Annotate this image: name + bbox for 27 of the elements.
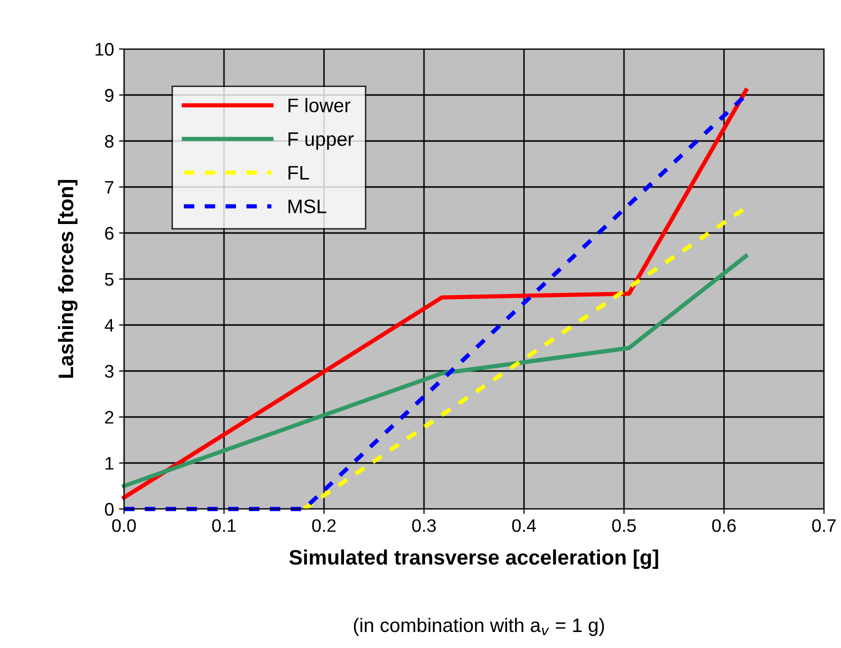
x-tick-label: 0.3 <box>412 519 436 532</box>
legend-label: F lower <box>288 98 350 112</box>
y-tick-label: 4 <box>104 319 114 332</box>
y-axis-title: Lashing forces [ton] <box>58 180 78 378</box>
y-tick-label: 7 <box>105 181 114 194</box>
legend-label: MSL <box>288 200 326 214</box>
y-tick-label: 10 <box>96 42 114 56</box>
y-tick-label: 2 <box>105 410 114 424</box>
y-tick-label: 9 <box>105 88 114 102</box>
legend-label: FL <box>288 166 309 180</box>
y-tick-label: 6 <box>105 226 114 240</box>
y-tick-label: 5 <box>104 273 114 286</box>
line-series <box>122 254 748 488</box>
x-tick-label: 0.6 <box>712 519 736 532</box>
x-axis-title: Simulated transverse acceleration [g] <box>289 549 658 569</box>
y-tick-label: 8 <box>105 134 114 148</box>
y-tick-label: 0 <box>104 502 114 516</box>
x-tick-label: 0.2 <box>312 519 336 532</box>
x-tick-label: 0.0 <box>112 519 136 532</box>
y-tick-label: 3 <box>104 364 114 378</box>
x-tick-label: 0.4 <box>512 519 536 532</box>
legend-label: F upper <box>288 132 354 150</box>
y-tick-label: 1 <box>106 457 114 470</box>
text: (in combination with a$_{v}$ = 1 g) <box>354 618 604 636</box>
x-tick-label: 0.7 <box>812 519 836 532</box>
x-tick-label: 0.5 <box>612 519 636 532</box>
x-tick-label: 0.1 <box>212 519 236 532</box>
